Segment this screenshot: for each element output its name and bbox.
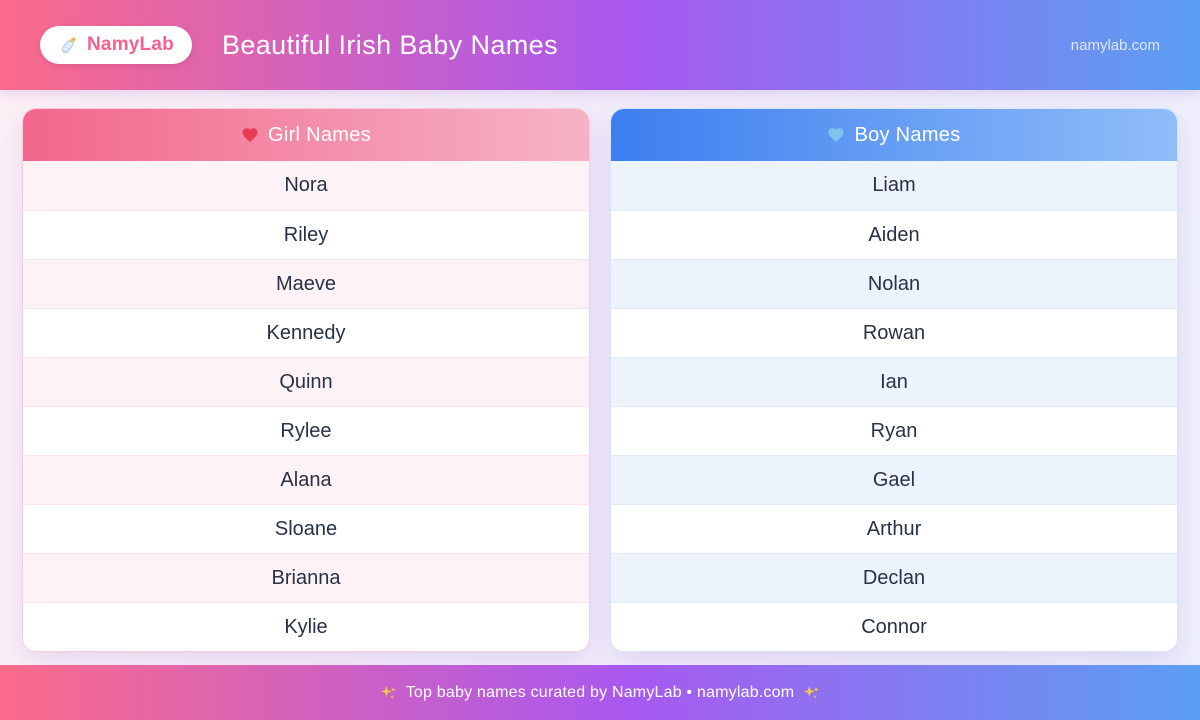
name-row: Rylee [23, 406, 589, 455]
logo-pill: NamyLab [40, 26, 192, 64]
girl-card-title: Girl Names [267, 123, 371, 146]
footer-text: Top baby names curated by NamyLab • namy… [405, 683, 795, 701]
logo-text: NamyLab [87, 34, 174, 55]
name-row: Brianna [23, 553, 589, 602]
sparkles-icon [380, 684, 397, 701]
main-content: Girl Names Nora Riley Maeve Kennedy Quinn Ryl… [0, 90, 1200, 665]
boy-names-card: Boy Names Liam Aiden Nolan Rowan Ian Ryan Gael… [610, 108, 1178, 652]
name-row: Kennedy [23, 308, 589, 357]
name-row: Rowan [611, 308, 1177, 357]
name-row: Aiden [611, 210, 1177, 259]
name-row: Alana [23, 455, 589, 504]
name-row: Kylie [23, 602, 589, 651]
name-row: Nora [23, 161, 589, 210]
footer-banner: Top baby names curated by NamyLab • namy… [0, 665, 1200, 720]
name-row: Connor [611, 602, 1177, 651]
app-header: NamyLab Beautiful Irish Baby Names namyl… [0, 0, 1200, 90]
girl-names-card: Girl Names Nora Riley Maeve Kennedy Quinn Ryl… [22, 108, 590, 652]
boy-names-list: Liam Aiden Nolan Rowan Ian Ryan Gael Arthur Decl… [611, 161, 1177, 651]
girl-card-header: Girl Names [23, 109, 589, 161]
name-row: Gael [611, 455, 1177, 504]
name-row: Sloane [23, 504, 589, 553]
blue-heart-icon [827, 126, 845, 144]
name-row: Liam [611, 161, 1177, 210]
red-heart-icon [241, 126, 259, 144]
name-row: Ryan [611, 406, 1177, 455]
girl-names-list: Nora Riley Maeve Kennedy Quinn Rylee Alana Sloa… [23, 161, 589, 651]
baby-bottle-icon [58, 35, 79, 56]
name-row: Quinn [23, 357, 589, 406]
name-row: Ian [611, 357, 1177, 406]
boy-card-header: Boy Names [611, 109, 1177, 161]
sparkles-icon [803, 684, 820, 701]
name-row: Riley [23, 210, 589, 259]
name-row: Maeve [23, 259, 589, 308]
name-row: Declan [611, 553, 1177, 602]
name-row: Arthur [611, 504, 1177, 553]
boy-card-title: Boy Names [854, 123, 961, 146]
page-title: Beautiful Irish Baby Names [221, 29, 558, 60]
name-row: Nolan [611, 259, 1177, 308]
site-label: namylab.com [1070, 36, 1160, 54]
